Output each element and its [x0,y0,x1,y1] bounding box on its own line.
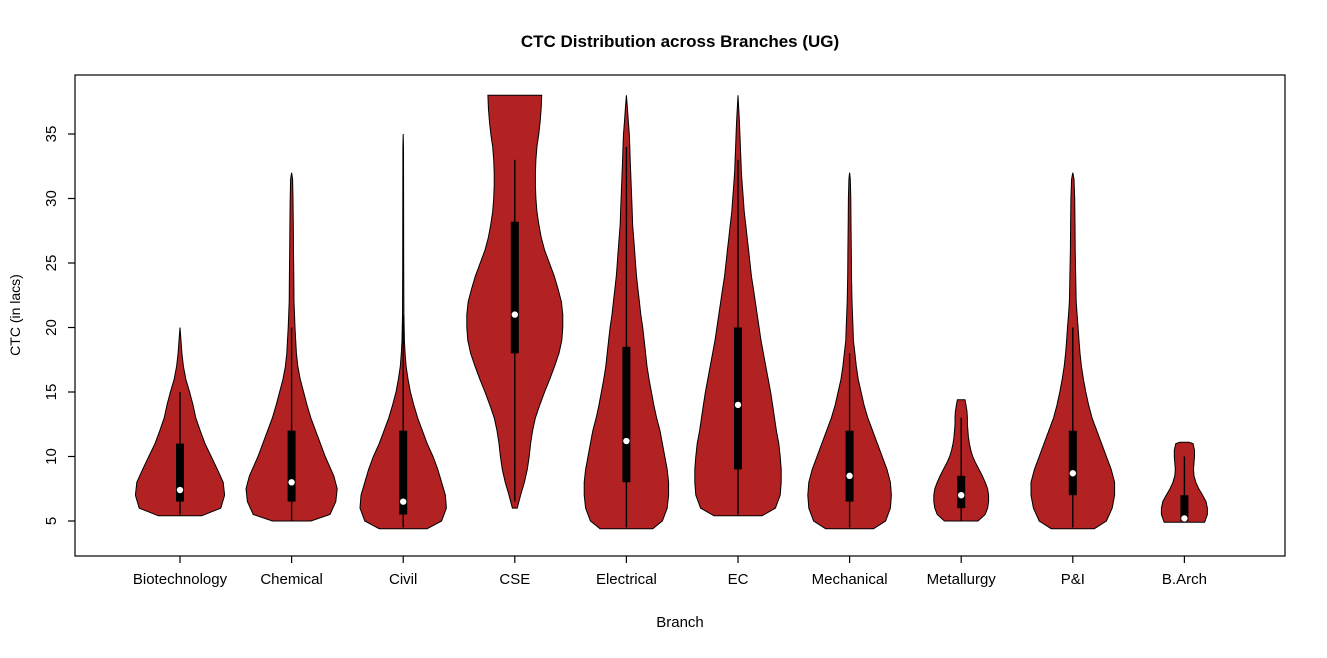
iqr-box [510,221,519,354]
iqr-box [399,430,408,515]
violin-ec [694,95,782,517]
median-dot [845,472,854,480]
violin-chemical [245,172,338,522]
violin-metallurgy [933,399,990,522]
iqr-box [734,327,742,470]
violin-b-arch [1160,441,1208,523]
violin-civil [359,133,447,530]
x-tick-label: Biotechnology [133,571,228,588]
x-tick-label: Mechanical [812,571,888,588]
iqr-box [176,443,184,502]
median-dot [1069,469,1077,478]
y-tick-label: 20 [43,319,60,336]
median-dot [622,437,631,445]
iqr-box [622,346,631,483]
median-dot [1180,514,1189,523]
median-dot [399,497,408,506]
iqr-box [287,430,296,502]
violin-shape [807,172,892,530]
y-tick-label: 10 [43,448,60,465]
x-axis-title: Branch [656,614,704,631]
x-tick-label: Electrical [596,571,657,588]
median-dot [287,478,296,487]
violin-mechanical [807,172,892,530]
plot-area [134,94,1208,530]
violin-electrical [583,95,670,530]
y-tick-label: 25 [43,255,60,272]
violin-biotechnology [134,327,226,517]
x-tick-label: B.Arch [1162,571,1207,588]
x-tick-label: Chemical [260,571,323,588]
median-dot [510,310,519,319]
iqr-box [845,430,854,502]
y-tick-label: 15 [43,384,60,401]
x-tick-label: P&I [1061,571,1085,588]
median-dot [176,486,184,494]
iqr-box [1180,495,1189,521]
axes-layer: 5 10 15 20 25 30 35 Biotechnology Chemical Civil C… [43,126,1207,588]
iqr-box [1068,430,1077,496]
violin-p-i [1030,172,1116,530]
chart-title: CTC Distribution across Branches (UG) [521,32,839,51]
x-tick-label: Civil [389,571,417,588]
violin-cse [466,94,564,509]
y-tick-label: 30 [43,190,60,207]
x-tick-label: CSE [499,571,530,588]
x-tick-label: EC [728,571,749,588]
median-dot [734,401,742,409]
y-axis-title: CTC (in lacs) [7,274,23,356]
y-tick-label: 5 [43,517,60,525]
median-dot [957,491,966,500]
x-tick-label: Metallurgy [927,571,997,588]
y-tick-label: 35 [43,126,60,143]
